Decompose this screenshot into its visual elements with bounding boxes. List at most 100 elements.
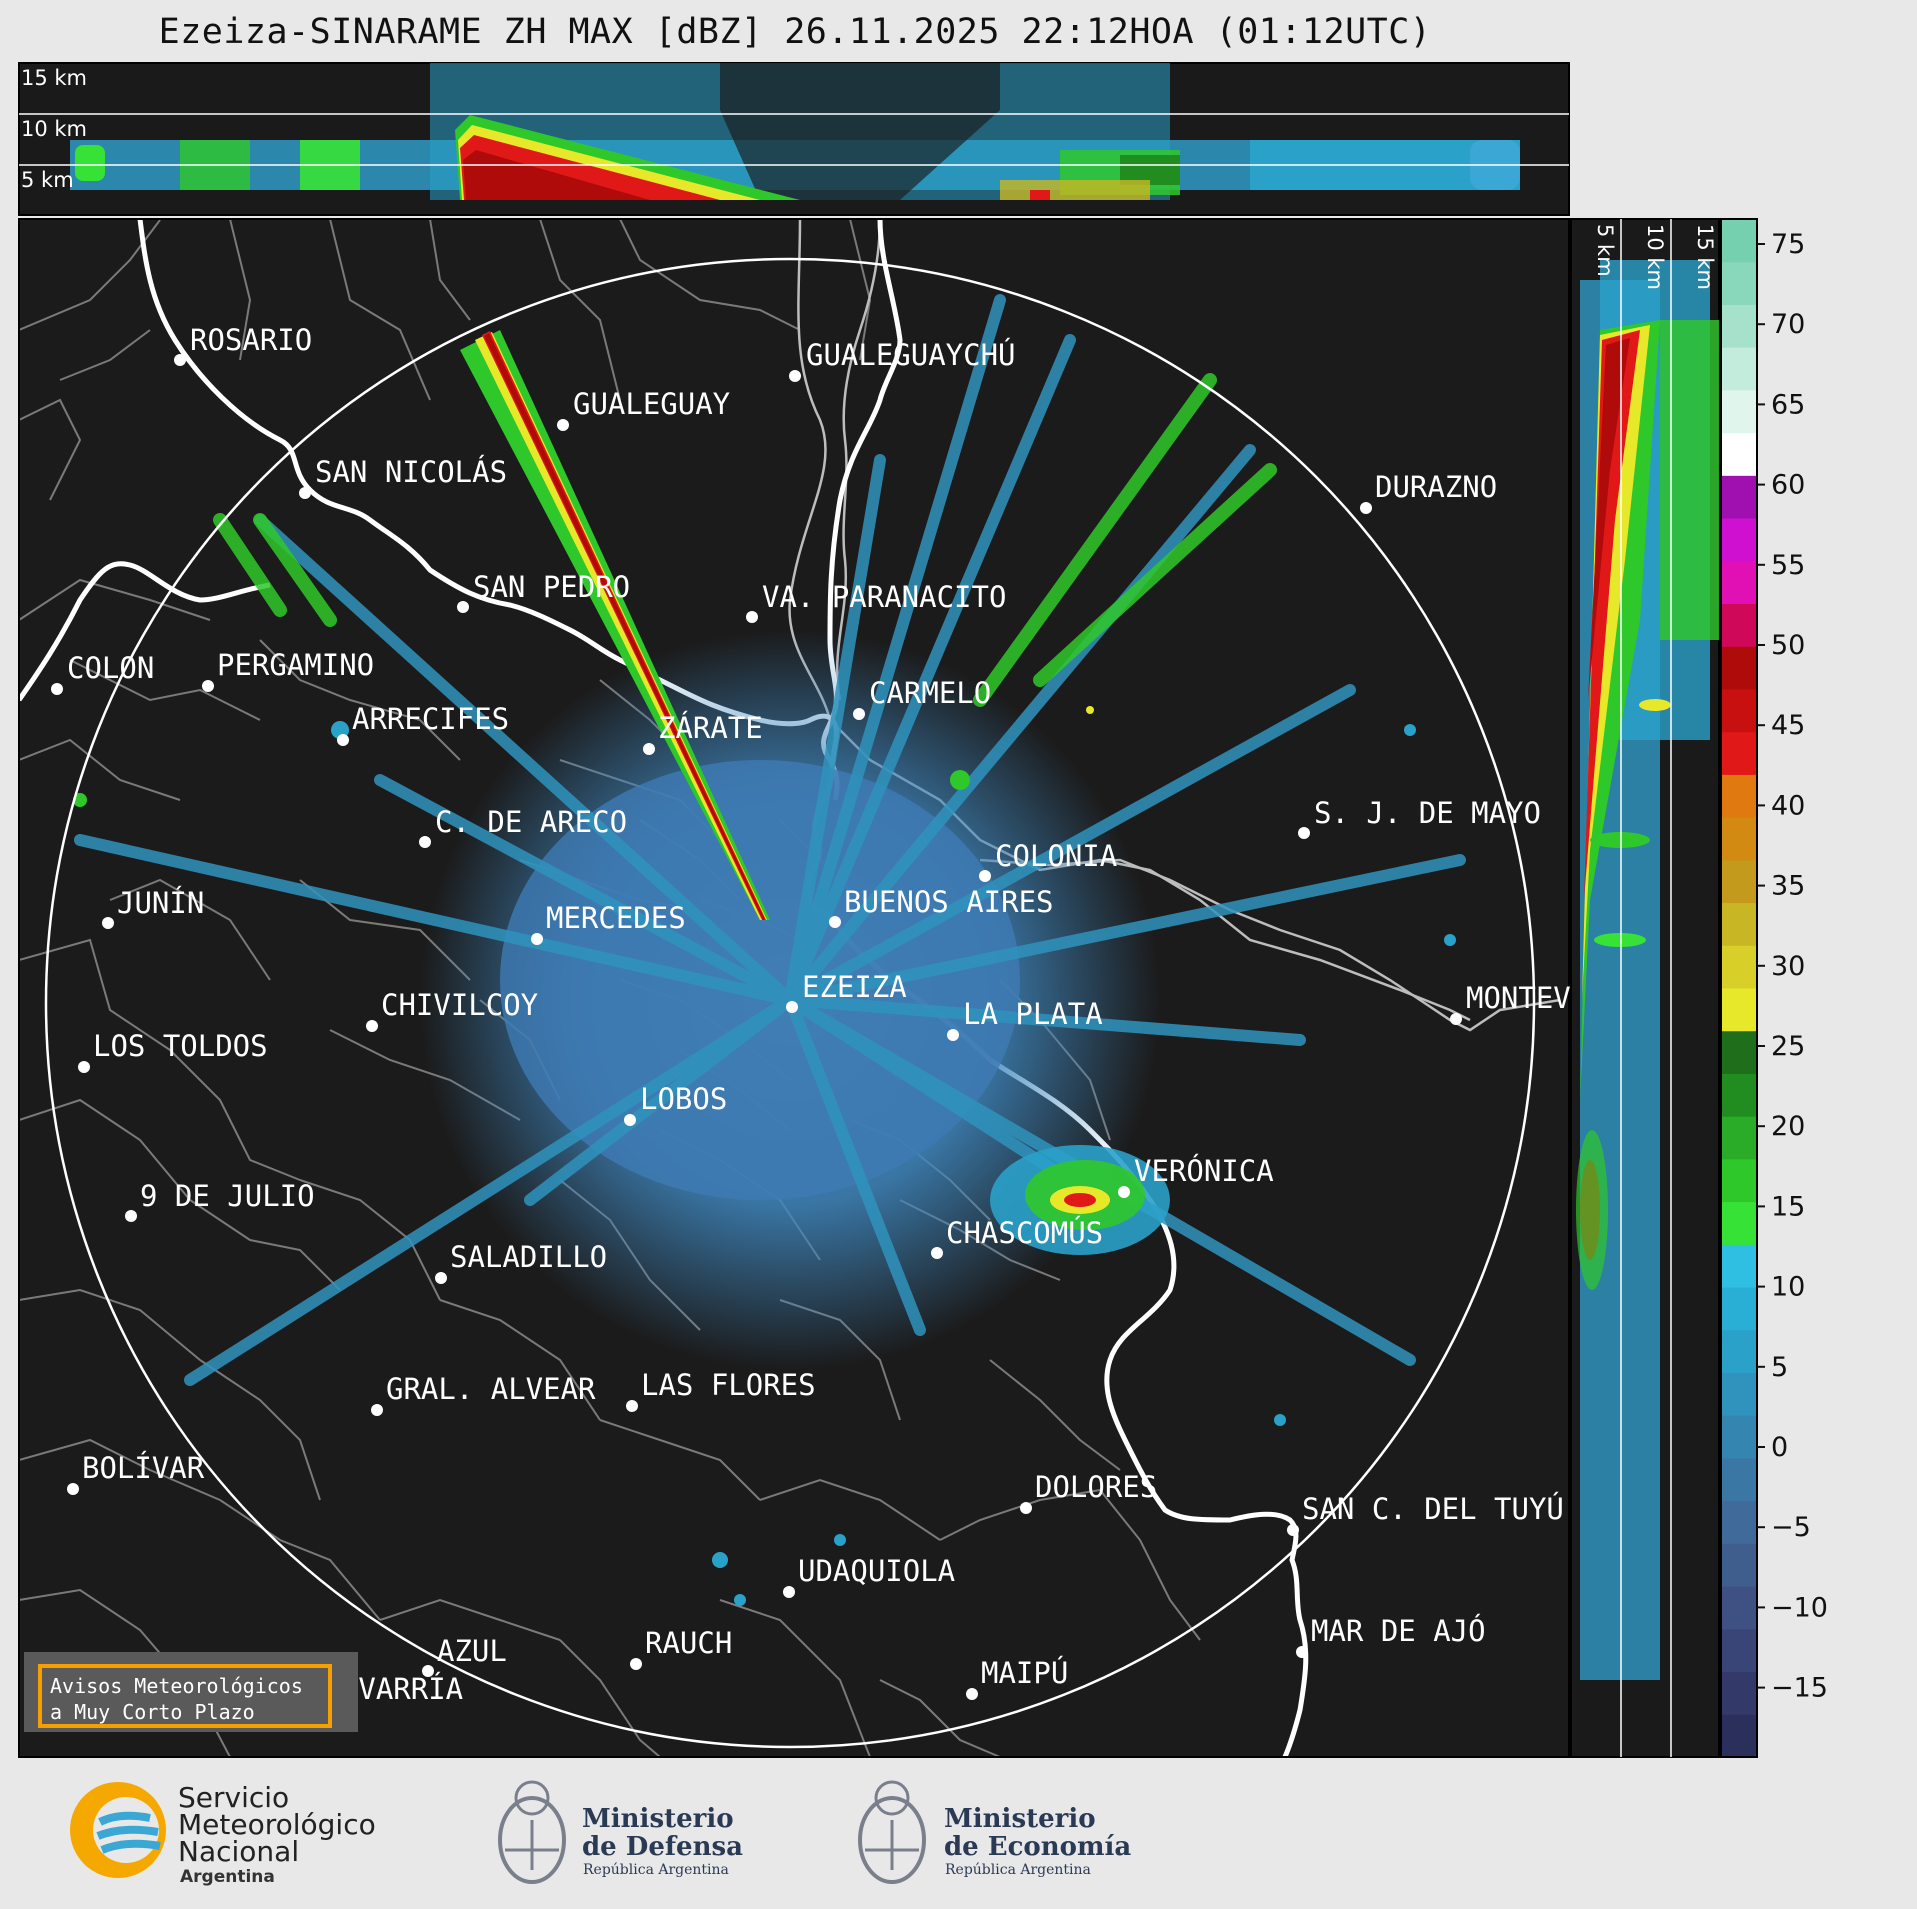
city-dot-c-de-areco [419, 836, 431, 848]
colorbar-cell [1721, 1500, 1757, 1544]
city-dot-udaquiola [783, 1586, 795, 1598]
colorbar-tick-label: 50 [1771, 630, 1805, 661]
city-dot-lobos [624, 1114, 636, 1126]
city-label-sj-de-mayo: S. J. DE MAYO [1314, 796, 1541, 830]
colorbar-tick-label: 20 [1771, 1111, 1805, 1142]
colorbar-tick-label: −5 [1771, 1512, 1811, 1543]
colorbar-cell [1721, 646, 1757, 690]
coat-of-arms-icon [498, 1780, 566, 1884]
city-label-los-toldos: LOS TOLDOS [93, 1029, 268, 1063]
economia-title-2: de Economía [944, 1832, 1131, 1862]
colorbar-tick-label: 55 [1771, 550, 1805, 581]
city-label-montevideo: MONTEV [1466, 981, 1571, 1015]
city-label-gral-alvear: GRAL. ALVEAR [386, 1372, 596, 1406]
colorbar-cells [1721, 219, 1757, 1758]
colorbar-cell [1721, 1329, 1757, 1373]
colorbar-cell [1721, 1030, 1757, 1074]
city-label-ezeiza: EZEIZA [802, 970, 907, 1004]
city-dot-va-paranacito [746, 611, 758, 623]
city-label-azul: AZUL [437, 1634, 507, 1668]
avisos-inner[interactable]: Avisos Meteorológicos a Muy Corto Plazo [38, 1664, 332, 1728]
city-label-chivilcoy: CHIVILCOY [381, 988, 538, 1022]
colorbar-cell [1721, 1287, 1757, 1331]
city-label-gualeguay: GUALEGUAY [573, 387, 730, 421]
city-dot-los-toldos [78, 1061, 90, 1073]
city-label-mar-de-ajo: MAR DE AJÓ [1311, 1614, 1486, 1648]
colorbar-cell [1721, 774, 1757, 818]
city-dot-montevideo [1450, 1013, 1462, 1025]
avisos-box[interactable]: Avisos Meteorológicos a Muy Corto Plazo [24, 1652, 358, 1732]
city-dot-zarate [643, 743, 655, 755]
colorbar-cell [1721, 688, 1757, 733]
city-label-arrecifes: ARRECIFES [352, 702, 509, 736]
city-label-bolivar: BOLÍVAR [82, 1451, 205, 1485]
colorbar-cell [1721, 1543, 1757, 1587]
colorbar-cell [1721, 988, 1757, 1032]
colorbar-cell [1721, 731, 1757, 775]
city-dot-carmelo [853, 708, 865, 720]
city-dot-maipu [966, 1688, 978, 1700]
smn-text-1: Servicio [178, 1781, 289, 1814]
side-cross-section-panel: 5 km 10 km 15 km [1570, 218, 1720, 1758]
city-dot-rosario [174, 354, 186, 366]
main-map-panel: ROSARIO GUALEGUAYCHÚ GUALEGUAY SAN NICOL… [18, 218, 1571, 1758]
economia-title-1: Ministerio [944, 1804, 1096, 1834]
logo-smn: Servicio Meteorológico Nacional Argentin… [70, 1781, 376, 1887]
city-label-chascomus: CHASCOMÚS [946, 1216, 1103, 1250]
logo-ministerio-defensa: Ministerio de Defensa República Argentin… [498, 1780, 743, 1884]
colorbar-cell [1721, 432, 1757, 476]
city-dot-gualeguay [557, 419, 569, 431]
city-label-maipu: MAIPÚ [981, 1656, 1068, 1690]
colorbar-cell [1721, 219, 1757, 263]
city-label-c-de-areco: C. DE ARECO [435, 805, 627, 839]
city-dot-veronica [1118, 1186, 1130, 1198]
city-dot-azul [422, 1665, 434, 1677]
city-dot-rauch [630, 1658, 642, 1670]
side-label-15km: 15 km [1693, 224, 1717, 290]
avisos-line-1: Avisos Meteorológicos [50, 1674, 303, 1698]
colorbar-tick-label: 40 [1771, 790, 1805, 821]
range-ring [44, 257, 1536, 1749]
defensa-title-2: de Defensa [582, 1832, 743, 1862]
city-label-gualeguaychu: GUALEGUAYCHÚ [806, 338, 1016, 372]
colorbar-tick-label: 30 [1771, 951, 1805, 982]
city-label-san-nicolas: SAN NICOLÁS [315, 455, 507, 489]
city-label-pergamino: PERGAMINO [217, 648, 374, 682]
avisos-line-2: a Muy Corto Plazo [50, 1700, 255, 1724]
city-label-colon: COLON [67, 651, 154, 685]
defensa-title-1: Ministerio [582, 1804, 734, 1834]
city-dot-mercedes [531, 933, 543, 945]
colorbar-tick-label: 0 [1771, 1432, 1788, 1463]
top-label-5km: 5 km [21, 168, 74, 192]
city-dot-gral-alvear [371, 1404, 383, 1416]
top-label-10km: 10 km [21, 117, 87, 141]
colorbar-cell [1721, 1201, 1757, 1245]
city-label-9-de-julio: 9 DE JULIO [140, 1179, 315, 1213]
colorbar-cell [1721, 1714, 1757, 1758]
city-label-saladillo: SALADILLO [450, 1240, 607, 1274]
city-label-rauch: RAUCH [645, 1626, 732, 1660]
city-label-mercedes: MERCEDES [546, 901, 686, 935]
smn-text-4: Argentina [180, 1867, 275, 1887]
colorbar-tick-label: 35 [1771, 871, 1805, 902]
side-label-10km: 10 km [1643, 224, 1667, 290]
city-label-buenos-aires: BUENOS AIRES [844, 885, 1054, 919]
colorbar-cell [1721, 389, 1757, 434]
colorbar-cell [1721, 1457, 1757, 1502]
city-dot-bolivar [67, 1483, 79, 1495]
city-dot-chivilcoy [366, 1020, 378, 1032]
city-dot-sj-de-mayo [1298, 827, 1310, 839]
city-dot-san-c-del-tuyu [1287, 1524, 1299, 1536]
city-dot-junin [102, 917, 114, 929]
city-label-durazno: DURAZNO [1375, 470, 1497, 504]
economia-sub: República Argentina [945, 1862, 1091, 1878]
smn-text-3: Nacional [178, 1835, 299, 1868]
city-label-colonia: COLONIA [995, 839, 1117, 873]
city-label-udaquiola: UDAQUIOLA [798, 1554, 955, 1588]
colorbar-tick-label: 45 [1771, 710, 1805, 741]
colorbar-cell [1721, 560, 1757, 604]
colorbar-cell [1721, 1372, 1757, 1416]
